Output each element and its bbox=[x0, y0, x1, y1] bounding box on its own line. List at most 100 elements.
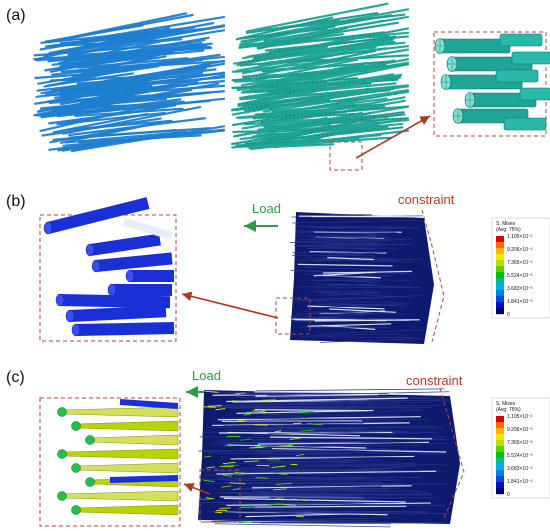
fiber bbox=[252, 435, 414, 439]
legend-swatch bbox=[496, 470, 504, 477]
fiber bbox=[297, 263, 393, 267]
fiber-bundle-blue bbox=[33, 12, 226, 153]
fiber bbox=[65, 119, 173, 131]
fiber bbox=[255, 388, 445, 392]
fiber bbox=[255, 394, 379, 397]
fiber bbox=[320, 292, 406, 298]
fiber bbox=[305, 256, 401, 262]
stress-highlight bbox=[232, 488, 241, 491]
fiber bbox=[324, 234, 391, 238]
fiber bbox=[271, 399, 424, 405]
stress-highlight bbox=[298, 411, 314, 414]
fiber-mesh-line bbox=[241, 14, 391, 42]
fiber bbox=[200, 477, 422, 480]
fiber bbox=[269, 48, 410, 74]
fiber-end-cap bbox=[85, 243, 95, 257]
fiber bbox=[223, 423, 364, 427]
zoomed-fiber bbox=[46, 197, 150, 234]
stress-highlight bbox=[203, 479, 215, 483]
stress-highlight bbox=[207, 405, 222, 407]
fiber bbox=[46, 72, 135, 87]
zoomed-fiber bbox=[61, 448, 179, 460]
fiber bbox=[315, 302, 407, 307]
panel-a-label: (a) bbox=[6, 7, 26, 24]
legend-swatch bbox=[496, 452, 504, 459]
zoom-source-box-c bbox=[199, 469, 241, 523]
fiber-mesh-line bbox=[232, 99, 330, 111]
fiber bbox=[216, 470, 437, 475]
legend-tick-label: 5.524×10⁻³ bbox=[507, 453, 533, 459]
zoomed-fiber bbox=[95, 252, 173, 272]
fiber bbox=[217, 490, 422, 493]
zoomed-fiber bbox=[69, 305, 167, 322]
fiber-bundle-teal-meshed bbox=[230, 2, 410, 151]
fiber bbox=[301, 326, 391, 329]
fiber-end-cap bbox=[91, 259, 101, 273]
legend-swatch bbox=[496, 278, 504, 285]
zoom-arrow-c bbox=[183, 482, 211, 495]
legend-swatch bbox=[496, 476, 504, 483]
fiber bbox=[293, 245, 374, 250]
fiber bbox=[257, 463, 448, 466]
fiber bbox=[79, 15, 226, 42]
legend-subtitle: (Avg: 75%) bbox=[496, 407, 521, 413]
legend-swatch bbox=[496, 434, 504, 441]
fiber bbox=[309, 238, 413, 240]
fiber-mesh-line bbox=[232, 91, 354, 111]
fiber-mesh-line bbox=[241, 26, 335, 39]
fiber bbox=[215, 502, 405, 506]
stress-highlight bbox=[234, 472, 250, 475]
fiber bbox=[211, 404, 445, 408]
fiber-end-cap bbox=[55, 293, 65, 307]
fiber bbox=[307, 305, 385, 310]
fiber bbox=[249, 488, 388, 491]
legend-swatch bbox=[496, 488, 504, 495]
stress-highlight bbox=[219, 507, 232, 509]
fiber bbox=[64, 76, 226, 91]
fiber-mesh-line bbox=[268, 91, 409, 115]
fiber bbox=[235, 507, 355, 509]
stress-highlight bbox=[239, 438, 252, 441]
load-label-c: Load bbox=[192, 368, 221, 383]
fiber-end-cap bbox=[107, 283, 117, 297]
panel-b-label: (b) bbox=[6, 193, 26, 210]
legend-tick-label: 0 bbox=[507, 492, 510, 498]
stress-highlight bbox=[204, 390, 219, 393]
fiber bbox=[297, 283, 374, 288]
legend-swatch bbox=[496, 296, 504, 303]
fiber-end-cap bbox=[71, 463, 81, 473]
fiber bbox=[318, 329, 424, 335]
fiber bbox=[203, 448, 389, 453]
fiber bbox=[320, 258, 413, 263]
fiber bbox=[269, 400, 374, 403]
fiber-end-cap bbox=[85, 435, 95, 445]
stress-highlight bbox=[222, 474, 232, 477]
legend-swatch bbox=[496, 482, 504, 489]
fiber bbox=[227, 444, 367, 449]
zoomed-fiber bbox=[61, 406, 179, 418]
fiber bbox=[319, 313, 373, 318]
zoomed-fiber bbox=[61, 490, 179, 502]
fiber bbox=[251, 483, 424, 487]
zoomed-fiber bbox=[511, 51, 550, 65]
fiber bbox=[299, 239, 393, 242]
zoomed-fiber bbox=[75, 504, 179, 516]
stress-highlight bbox=[293, 498, 307, 501]
fiber bbox=[262, 410, 420, 415]
zoomed-fiber-blue bbox=[109, 475, 179, 483]
zoomed-fiber bbox=[75, 322, 175, 336]
fiber-mesh-line bbox=[257, 32, 385, 48]
fiber bbox=[270, 436, 433, 440]
legend-swatch bbox=[496, 254, 504, 261]
fiber bbox=[212, 417, 429, 420]
stress-highlight bbox=[255, 477, 269, 479]
stress-legend-b: S, Mises(Avg: 75%)1.105×10⁻² 9.206×10⁻³ 7.… bbox=[491, 217, 550, 319]
fiber bbox=[238, 34, 390, 47]
fiber bbox=[33, 96, 123, 117]
fiber bbox=[297, 235, 386, 240]
stress-legend-c: S, Mises(Avg: 75%)1.105×10⁻² 9.206×10⁻³ 7.… bbox=[491, 397, 550, 499]
fiber bbox=[239, 20, 349, 46]
legend-title: S, Mises bbox=[496, 401, 516, 407]
stress-highlight bbox=[278, 445, 293, 447]
fiber bbox=[227, 431, 361, 437]
